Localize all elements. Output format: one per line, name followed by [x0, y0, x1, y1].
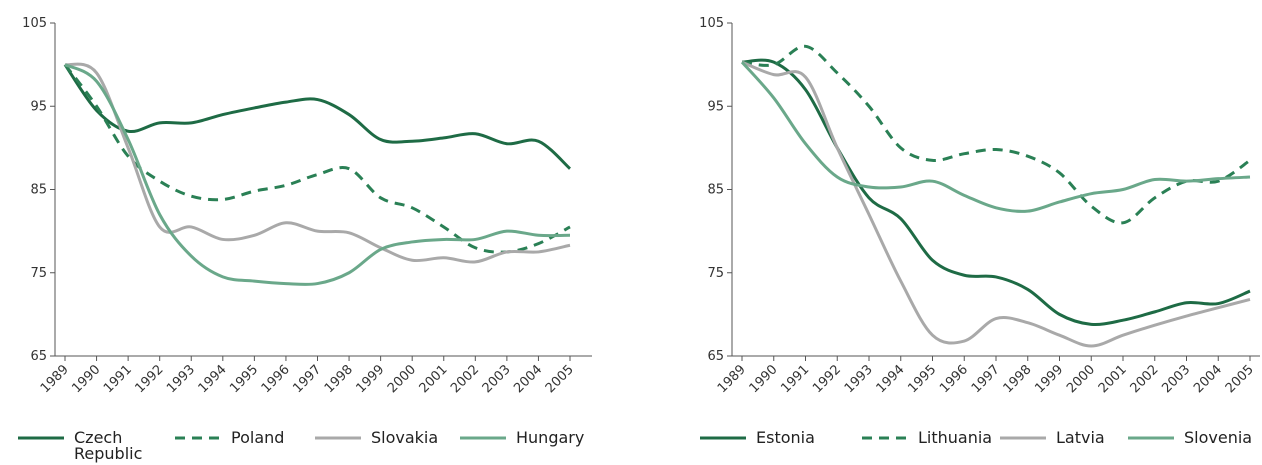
series-line	[741, 58, 1251, 327]
legend-item: Slovenia	[1128, 430, 1262, 446]
legend-swatch	[175, 436, 221, 440]
x-tick-label: 2004	[511, 362, 545, 396]
x-tick-label: 1989	[715, 362, 749, 396]
series-line	[63, 63, 572, 170]
x-tick-label: 1998	[322, 362, 356, 396]
legend-label: Poland	[231, 428, 285, 447]
legend-label: Hungary	[516, 428, 585, 447]
x-tick-label: 1993	[164, 362, 198, 396]
legend-item: Hungary	[460, 430, 611, 446]
x-tick-label: 1990	[69, 362, 103, 396]
series-line	[63, 63, 571, 254]
series-line	[64, 62, 571, 264]
legend-item: Estonia	[700, 430, 851, 446]
legend-item: Czech Republic	[18, 430, 169, 462]
legend-label: Czech Republic	[74, 428, 143, 463]
series-line	[64, 63, 571, 286]
legend-label: Lithuania	[918, 428, 993, 447]
x-tick-label: 1999	[1032, 362, 1066, 396]
legend-swatch	[700, 436, 746, 440]
legend-swatch	[1000, 436, 1046, 440]
series-line	[740, 61, 1251, 213]
legend-label: Latvia	[1056, 428, 1105, 447]
x-tick-label: 1991	[101, 362, 135, 396]
x-tick-label: 1994	[874, 362, 908, 396]
legend-item: Slovakia	[315, 430, 466, 446]
x-tick-label: 1997	[969, 362, 1003, 396]
series-line	[741, 44, 1251, 225]
x-tick-label: 2001	[1096, 362, 1130, 396]
legend-label: Slovakia	[371, 428, 439, 447]
y-tick-label: 75	[707, 266, 724, 281]
legend-item: Lithuania	[862, 430, 1013, 446]
charts: 6575859510519891990199119921993199419951…	[22, 16, 1260, 396]
x-tick-label: 1996	[259, 362, 293, 396]
x-tick-label: 2000	[1064, 362, 1098, 396]
x-tick-label: 1989	[38, 362, 72, 396]
x-tick-label: 2000	[385, 362, 419, 396]
legend-swatch	[1128, 436, 1174, 440]
legend-swatch	[862, 436, 908, 440]
y-tick-label: 95	[30, 99, 47, 114]
legend-label: Slovenia	[1184, 428, 1253, 447]
x-tick-label: 2001	[417, 362, 451, 396]
x-tick-label: 2003	[1159, 362, 1193, 396]
y-tick-label: 85	[707, 183, 724, 198]
x-tick-label: 1995	[905, 362, 939, 396]
legend-swatch	[460, 436, 506, 440]
y-tick-label: 65	[30, 349, 47, 364]
x-tick-label: 1990	[747, 362, 781, 396]
x-tick-label: 2005	[543, 362, 577, 396]
x-tick-label: 1997	[290, 362, 324, 396]
y-tick-label: 85	[30, 183, 47, 198]
legend-item: Latvia	[1000, 430, 1151, 446]
x-tick-label: 1996	[937, 362, 971, 396]
x-tick-label: 1999	[353, 362, 387, 396]
y-tick-label: 75	[30, 266, 47, 281]
x-tick-label: 2005	[1223, 362, 1257, 396]
legend-item: Poland	[175, 430, 326, 446]
x-tick-label: 1995	[227, 362, 261, 396]
x-tick-label: 1991	[778, 362, 812, 396]
y-tick-label: 105	[22, 16, 47, 31]
legend-label: Estonia	[756, 428, 815, 447]
x-tick-label: 2002	[448, 362, 482, 396]
legend-swatch	[315, 436, 361, 440]
series-line	[741, 60, 1251, 348]
x-tick-label: 1992	[133, 362, 167, 396]
x-tick-label: 1998	[1001, 362, 1035, 396]
y-tick-label: 95	[707, 99, 724, 114]
x-tick-label: 1993	[842, 362, 876, 396]
x-tick-label: 1994	[196, 362, 230, 396]
y-tick-label: 65	[707, 349, 724, 364]
x-tick-label: 1992	[810, 362, 844, 396]
x-tick-label: 2002	[1128, 362, 1162, 396]
y-tick-label: 105	[699, 16, 724, 31]
legend-swatch	[18, 436, 64, 440]
x-tick-label: 2003	[480, 362, 514, 396]
x-tick-label: 2004	[1191, 362, 1225, 396]
